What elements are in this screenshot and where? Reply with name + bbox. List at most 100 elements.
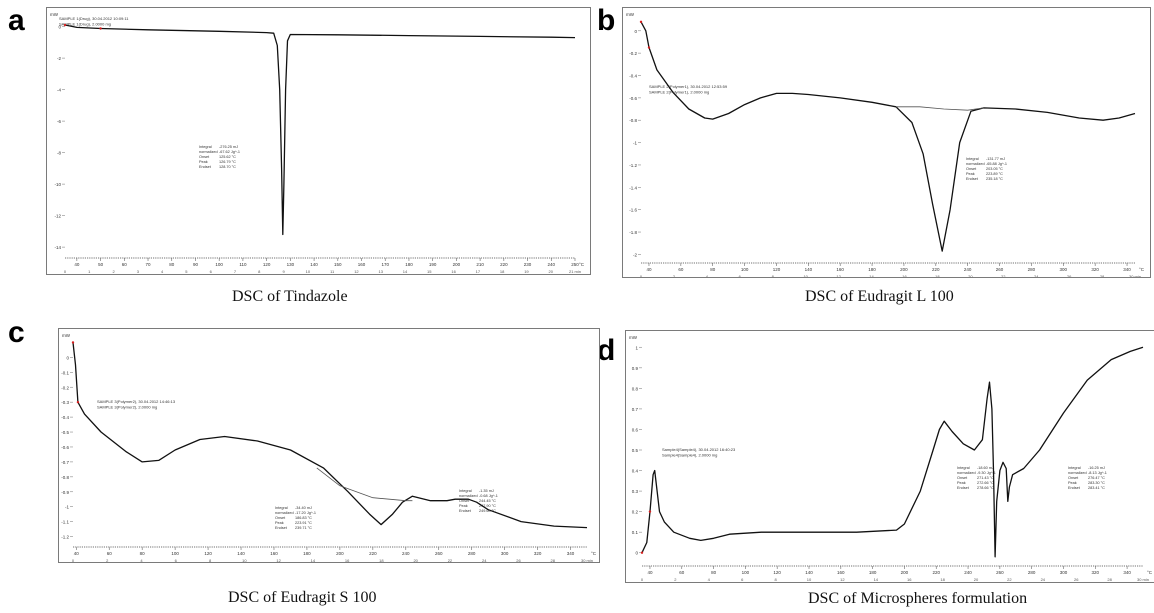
result-value-1-0: -1.35 mJ [479, 489, 494, 493]
panel-letter-d: d [597, 334, 616, 367]
y-tick-label-2: -4 [57, 88, 61, 93]
x-tick-label-17: 210 [476, 262, 484, 267]
series-line-1 [896, 106, 984, 111]
time-tick-label-4: 8 [772, 274, 775, 277]
x-tick-label-4: 120 [773, 267, 781, 272]
time-tick-label-20: 20 [548, 269, 553, 274]
time-tick-label-15: 30 min [581, 558, 593, 562]
time-tick-label-10: 20 [413, 558, 418, 562]
result-value-1-1: -0.68 Jg^-1 [479, 494, 498, 498]
y-tick-label-2: 0.8 [632, 386, 639, 391]
caption-b: DSC of Eudragit L 100 [805, 288, 954, 305]
y-tick-label-7: 0.3 [632, 489, 639, 494]
y-tick-label-4: 0.6 [632, 427, 639, 432]
time-tick-label-10: 20 [968, 274, 973, 277]
time-tick-label-14: 14 [403, 269, 408, 274]
x-tick-label-5: 140 [237, 551, 245, 556]
x-tick-label-12: 280 [468, 551, 476, 556]
x-tick-label-19: 230 [524, 262, 532, 267]
y-axis-unit: mW [626, 12, 635, 17]
x-tick-label-10: 240 [964, 570, 972, 575]
time-tick-label-11: 22 [1001, 274, 1006, 277]
x-tick-label-2: 80 [710, 267, 716, 272]
y-tick-label-3: -0.3 [61, 400, 69, 405]
x-tick-label-15: 340 [1123, 570, 1131, 575]
result-value-0-1: -9.30 Jg^-1 [977, 471, 996, 475]
time-tick-label-5: 10 [807, 577, 812, 582]
x-tick-label-7: 180 [303, 551, 311, 556]
series-line-1 [316, 467, 413, 502]
x-tick-label-12: 280 [1028, 267, 1036, 272]
result-value-0-4: 278.66 °C [977, 486, 994, 490]
time-tick-label-7: 7 [234, 269, 237, 274]
time-tick-label-7: 14 [311, 558, 316, 562]
x-tick-label-18: 220 [500, 262, 508, 267]
x-tick-label-1: 60 [679, 570, 685, 575]
series-line-0 [72, 342, 588, 529]
result-value-1-2: 276.47 °C [1088, 476, 1105, 480]
x-tick-label-12: 280 [1028, 570, 1036, 575]
x-tick-label-13: 300 [501, 551, 509, 556]
time-tick-label-17: 17 [476, 269, 481, 274]
time-tick-label-7: 14 [874, 577, 879, 582]
x-tick-label-6: 160 [837, 570, 845, 575]
result-value-0-2: 203.05 °C [986, 167, 1003, 171]
panel-letter-b: b [597, 4, 616, 37]
x-axis-unit: °C [1139, 267, 1145, 272]
time-tick-label-14: 28 [1107, 577, 1112, 582]
x-tick-label-11: 260 [435, 551, 443, 556]
result-label-1-1: normalized [1068, 471, 1087, 475]
time-tick-label-3: 6 [739, 274, 742, 277]
time-tick-label-3: 3 [137, 269, 140, 274]
x-tick-label-1: 60 [107, 551, 113, 556]
time-tick-label-21: 21 min [569, 269, 581, 274]
y-tick-label-9: 0.1 [632, 530, 639, 535]
dsc-chart-tindazole: 0 -2 -4 -6 -8 -10 -12 -14 mW 40 50 60 70 80 90 100 110 12… [46, 7, 591, 275]
x-tick-label-11: 260 [996, 267, 1004, 272]
y-tick-label-2: -0.2 [61, 385, 69, 390]
time-tick-label-11: 22 [448, 558, 453, 562]
y-axis-unit: mW [50, 12, 59, 17]
start-marker-0 [639, 20, 643, 24]
y-tick-label-8: -1.6 [629, 208, 637, 213]
y-tick-label-7: -14 [54, 245, 61, 250]
y-tick-label-10: -1 [65, 505, 69, 510]
x-tick-label-6: 160 [270, 551, 278, 556]
x-tick-label-10: 240 [402, 551, 410, 556]
y-tick-label-0: 0 [66, 355, 69, 360]
time-tick-label-0: 0 [640, 274, 643, 277]
y-tick-label-4: -8 [57, 151, 61, 156]
time-tick-label-0: 0 [72, 558, 75, 562]
result-value-1-2: 244.45 °C [479, 499, 496, 503]
time-tick-label-12: 24 [1041, 577, 1046, 582]
x-tick-label-12: 160 [358, 262, 366, 267]
series-line-0 [641, 346, 1144, 558]
result-label-1-0: Integral [459, 489, 472, 493]
result-label-1-3: Peak [1068, 481, 1077, 485]
result-label-0-3: Peak [275, 521, 284, 525]
time-tick-label-3: 6 [741, 577, 744, 582]
result-label-0-4: Endset [199, 165, 212, 169]
start-marker-1 [647, 46, 651, 49]
x-tick-label-5: 140 [805, 267, 813, 272]
result-label-0-1: normalized [275, 511, 294, 515]
y-axis-unit: mW [62, 333, 71, 338]
x-tick-label-2: 80 [711, 570, 717, 575]
time-tick-label-2: 2 [112, 269, 115, 274]
time-tick-label-6: 12 [840, 577, 845, 582]
x-tick-label-13: 300 [1060, 267, 1068, 272]
x-tick-label-15: 340 [1123, 267, 1131, 272]
time-tick-label-9: 18 [379, 558, 384, 562]
x-tick-label-9: 220 [932, 570, 940, 575]
start-marker-0 [71, 341, 75, 344]
y-tick-label-4: -0.8 [629, 118, 637, 123]
result-value-1-3: 283.30 °C [1088, 481, 1105, 485]
result-label-0-0: Integral [966, 157, 979, 161]
result-label-0-0: Integral [199, 145, 212, 149]
sample-info-0: SAMPLE 2(Polymer1), 30.04.2012 12:53:59 [649, 84, 728, 89]
time-tick-label-7: 14 [869, 274, 874, 277]
x-tick-label-8: 200 [901, 570, 909, 575]
y-tick-label-9: -0.9 [61, 490, 69, 495]
x-tick-label-0: 40 [647, 570, 653, 575]
x-tick-label-9: 220 [369, 551, 377, 556]
